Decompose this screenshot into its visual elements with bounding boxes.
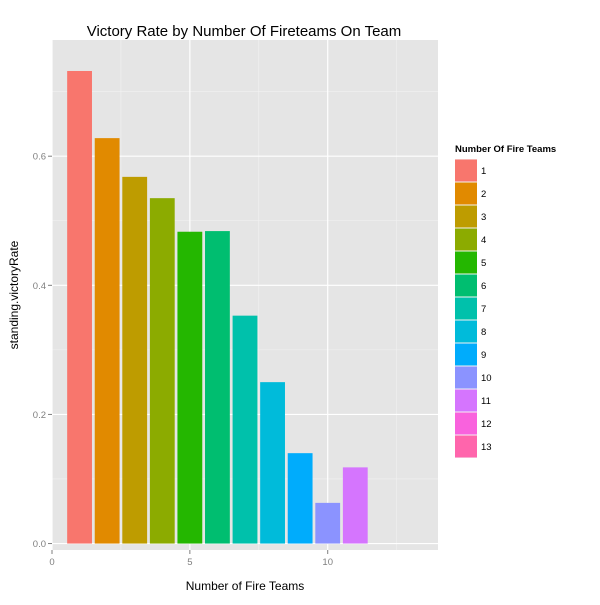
y-tick-label: 0.0: [33, 539, 46, 550]
bar-10: [315, 502, 341, 544]
x-axis-title: Number of Fire Teams: [186, 579, 304, 593]
legend-swatch-2: [455, 182, 477, 205]
legend-label-1: 1: [481, 166, 486, 177]
bars: [67, 70, 368, 544]
legend-swatch-3: [455, 205, 477, 228]
x-tick-label: 10: [322, 557, 333, 568]
y-axis-ticks: 0.0 0.2 0.4 0.6: [33, 152, 52, 550]
bar-4: [149, 198, 175, 544]
legend-label-10: 10: [481, 373, 492, 384]
bar-1: [67, 70, 92, 544]
legend-swatch-8: [455, 320, 477, 343]
legend-label-4: 4: [481, 235, 486, 246]
legend-title: Number Of Fire Teams: [455, 144, 556, 155]
bar-2: [94, 138, 120, 544]
y-tick-label: 0.4: [33, 281, 46, 292]
legend-label-2: 2: [481, 189, 486, 200]
legend-swatch-10: [455, 366, 477, 389]
legend-label-9: 9: [481, 350, 486, 361]
x-axis-ticks: 0 5 10: [49, 550, 333, 568]
legend-swatch-13: [455, 435, 477, 458]
chart-title: Victory Rate by Number Of Fireteams On T…: [87, 23, 402, 40]
bar-11: [342, 467, 368, 544]
legend-swatch-11: [455, 389, 477, 412]
bar-3: [122, 176, 148, 544]
bar-9: [287, 453, 313, 544]
bar-6: [205, 231, 230, 544]
bar-8: [260, 382, 285, 544]
x-tick-label: 5: [187, 557, 192, 568]
bar-5: [177, 231, 203, 544]
legend-label-7: 7: [481, 304, 486, 315]
legend-label-13: 13: [481, 442, 492, 453]
legend-swatch-4: [455, 228, 477, 251]
legend-swatch-6: [455, 274, 477, 297]
legend-label-5: 5: [481, 258, 486, 269]
legend-label-12: 12: [481, 419, 492, 430]
bar-7: [232, 315, 258, 544]
legend-label-3: 3: [481, 212, 486, 223]
legend-swatch-7: [455, 297, 477, 320]
legend-label-8: 8: [481, 327, 486, 338]
legend-label-6: 6: [481, 281, 486, 292]
legend-label-11: 11: [481, 396, 491, 407]
y-tick-label: 0.6: [33, 152, 46, 163]
x-tick-label: 0: [49, 557, 54, 568]
legend-swatch-9: [455, 343, 477, 366]
legend-swatch-5: [455, 251, 477, 274]
y-axis-title: standing.victoryRate: [7, 240, 21, 349]
y-tick-label: 0.2: [33, 410, 46, 421]
legend-swatch-12: [455, 412, 477, 435]
legend-swatch-1: [455, 159, 477, 182]
